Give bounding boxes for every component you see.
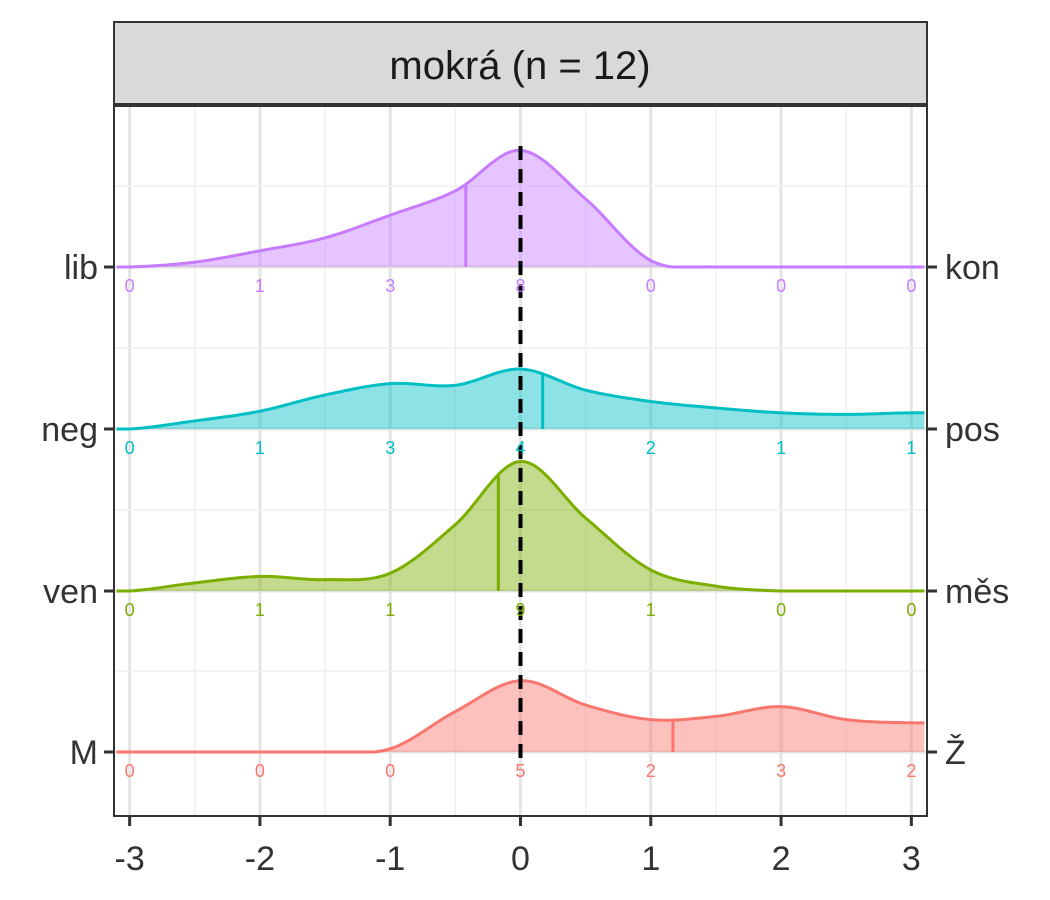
count-label: 0 bbox=[125, 438, 135, 458]
count-label: 3 bbox=[385, 438, 395, 458]
x-tick-label: 1 bbox=[641, 840, 660, 878]
count-label: 3 bbox=[385, 276, 395, 296]
count-label: 1 bbox=[255, 600, 265, 620]
density-line-ven bbox=[116, 459, 925, 593]
count-label: 2 bbox=[646, 438, 656, 458]
count-label: 0 bbox=[776, 600, 786, 620]
y-label-left: ven bbox=[43, 573, 98, 611]
count-label: 0 bbox=[906, 276, 916, 296]
count-label: 1 bbox=[255, 438, 265, 458]
count-labels: 0 1 3 8 0 0 0 0 1 3 4 2 1 1 0 1 1 9 1 0 0 0 0 0 5 2 3 2 bbox=[125, 276, 917, 781]
count-label: 5 bbox=[515, 761, 525, 781]
count-label: 0 bbox=[125, 276, 135, 296]
count-label: 9 bbox=[515, 600, 525, 620]
count-label: 0 bbox=[646, 276, 656, 296]
y-label-left: neg bbox=[41, 411, 98, 449]
x-tick-label: 0 bbox=[511, 840, 530, 878]
count-label: 0 bbox=[125, 761, 135, 781]
count-label: 8 bbox=[515, 276, 525, 296]
count-label: 1 bbox=[776, 438, 786, 458]
y-label-right: pos bbox=[945, 411, 1000, 449]
count-label: 0 bbox=[255, 761, 265, 781]
count-label: 0 bbox=[906, 600, 916, 620]
x-tick-label: 2 bbox=[772, 840, 791, 878]
y-label-right: Ž bbox=[945, 734, 966, 772]
count-label: 1 bbox=[906, 438, 916, 458]
y-label-right: měs bbox=[945, 573, 1009, 611]
x-axis: -3 -2 -1 0 1 2 3 bbox=[115, 816, 921, 878]
count-label: 2 bbox=[906, 761, 916, 781]
count-label: 0 bbox=[385, 761, 395, 781]
density-line-neg bbox=[116, 367, 925, 431]
y-axis-left: lib neg ven M bbox=[41, 249, 114, 772]
count-label: 4 bbox=[515, 438, 525, 458]
density-area-lib bbox=[116, 150, 925, 267]
strip-background bbox=[113, 21, 928, 105]
chart-title: mokrá (n = 12) bbox=[389, 44, 650, 88]
x-tick-label: -3 bbox=[115, 840, 145, 878]
count-label: 0 bbox=[125, 600, 135, 620]
count-label: 2 bbox=[646, 761, 656, 781]
y-label-right: kon bbox=[945, 249, 1000, 287]
count-label: 0 bbox=[776, 276, 786, 296]
x-tick-label: 3 bbox=[902, 840, 921, 878]
grid-lines bbox=[114, 106, 927, 816]
count-label: 1 bbox=[255, 276, 265, 296]
density-area-M bbox=[116, 680, 925, 752]
x-tick-label: -2 bbox=[245, 840, 275, 878]
y-label-left: lib bbox=[64, 249, 98, 287]
y-label-left: M bbox=[70, 734, 98, 772]
count-label: 3 bbox=[776, 761, 786, 781]
count-label: 1 bbox=[646, 600, 656, 620]
count-label: 1 bbox=[385, 600, 395, 620]
x-tick-label: -1 bbox=[375, 840, 405, 878]
y-axis-right: kon pos měs Ž bbox=[927, 249, 1009, 772]
